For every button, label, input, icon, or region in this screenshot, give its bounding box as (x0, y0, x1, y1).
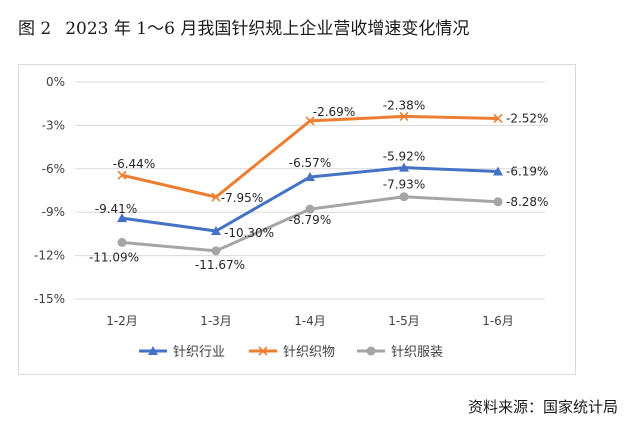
y-tick-label: -15% (34, 292, 65, 306)
data-point-marker (493, 197, 503, 207)
data-point-marker (305, 116, 315, 126)
figure-title: 图 2 2023 年 1～6 月我国针织规上企业营收增速变化情况 (18, 14, 469, 39)
legend-marker (148, 346, 158, 355)
y-tick-label: -6% (42, 162, 65, 176)
x-tick-label: 1-4月 (294, 314, 326, 328)
data-point-marker (117, 213, 127, 223)
data-point-marker (493, 166, 503, 176)
data-label: -7.93% (383, 178, 425, 192)
legend-label: 针织织物 (283, 345, 335, 360)
y-tick-label: 0% (46, 75, 65, 89)
data-point-marker (305, 204, 315, 214)
data-point-marker (493, 113, 503, 124)
data-label: -10.30% (224, 226, 274, 240)
legend-label: 针织行业 (173, 345, 225, 360)
data-label: -8.28% (506, 195, 548, 209)
y-tick-label: -12% (34, 249, 65, 263)
data-point-marker (399, 162, 409, 172)
x-tick-label: 1-6月 (482, 314, 514, 328)
data-label: -8.79% (289, 213, 331, 227)
data-label: -6.44% (113, 157, 155, 171)
data-point-marker (211, 246, 221, 256)
legend-marker (258, 346, 268, 356)
legend-marker (366, 346, 376, 356)
data-label: -7.95% (221, 191, 263, 205)
data-point-marker (399, 111, 409, 121)
data-label: -2.69% (313, 105, 355, 119)
data-label: -11.67% (195, 258, 245, 272)
data-label: -5.92% (383, 150, 425, 164)
figure-title-text: 2023 年 1～6 月我国针织规上企业营收增速变化情况 (65, 19, 470, 39)
legend-label: 针织服装 (391, 345, 443, 360)
line-chart: 0% -3% -6% -9% -12% -15% 1-2月 1-3月 1-4月 1-5月 1-6月 -… (34, 75, 548, 360)
data-point-marker (117, 237, 127, 247)
data-point-marker (211, 226, 221, 236)
chart-area: 0% -3% -6% -9% -12% -15% 1-2月 1-3月 1-4月 1-5月 1-6月 -… (18, 64, 576, 375)
x-tick-label: 1-2月 (106, 314, 138, 328)
figure-label: 图 2 (18, 19, 52, 39)
data-point-marker (305, 172, 315, 182)
data-label: -11.09% (89, 250, 139, 264)
y-tick-label: -9% (42, 205, 65, 219)
source-note: 资料来源：国家统计局 (467, 398, 618, 416)
y-tick-label: -3% (42, 118, 65, 132)
data-label: -6.57% (289, 156, 331, 170)
data-point-marker (117, 170, 127, 180)
data-point-marker (211, 192, 221, 202)
data-label: -6.19% (506, 165, 548, 179)
x-tick-label: 1-3月 (200, 314, 232, 328)
data-label: -2.38% (383, 98, 425, 112)
data-point-marker (399, 192, 409, 202)
data-label: -2.52% (506, 111, 548, 125)
data-label: -9.41% (95, 202, 137, 216)
x-tick-label: 1-5月 (388, 314, 420, 328)
